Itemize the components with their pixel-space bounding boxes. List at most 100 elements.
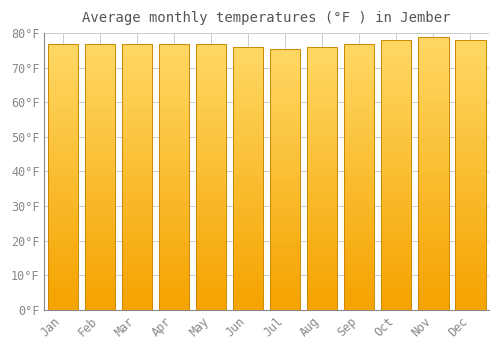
Bar (270, 143, 300, 148)
Bar (159, 225, 190, 230)
Bar (159, 272, 190, 278)
Bar (85, 161, 115, 166)
Bar (381, 250, 412, 256)
Bar (344, 283, 374, 288)
Bar (344, 76, 374, 81)
Bar (196, 49, 226, 54)
Bar (122, 235, 152, 240)
Bar (233, 142, 264, 147)
Bar (418, 293, 448, 299)
Bar (122, 203, 152, 209)
Bar (85, 86, 115, 91)
Bar (233, 299, 264, 304)
Bar (85, 294, 115, 299)
Bar (270, 179, 300, 184)
Bar (270, 148, 300, 153)
Bar (418, 75, 448, 80)
Bar (381, 40, 412, 310)
Bar (381, 304, 412, 310)
Bar (270, 127, 300, 132)
Bar (159, 203, 190, 209)
Bar (48, 161, 78, 166)
Bar (344, 257, 374, 262)
Bar (455, 207, 486, 213)
Bar (233, 100, 264, 105)
Bar (270, 268, 300, 273)
Bar (122, 139, 152, 145)
Bar (159, 97, 190, 102)
Bar (196, 267, 226, 272)
Bar (344, 65, 374, 70)
Bar (233, 136, 264, 142)
Bar (344, 172, 374, 177)
Bar (455, 213, 486, 218)
Bar (48, 150, 78, 155)
Bar (344, 299, 374, 304)
Bar (48, 219, 78, 225)
Bar (455, 153, 486, 159)
Bar (196, 187, 226, 192)
Bar (344, 251, 374, 257)
Bar (233, 294, 264, 299)
Bar (233, 268, 264, 273)
Bar (159, 214, 190, 219)
Bar (233, 163, 264, 168)
Bar (159, 219, 190, 225)
Bar (381, 196, 412, 202)
Bar (344, 49, 374, 54)
Bar (48, 283, 78, 288)
Bar (270, 96, 300, 101)
Bar (381, 288, 412, 294)
Bar (381, 213, 412, 218)
Bar (307, 289, 338, 294)
Bar (381, 105, 412, 110)
Bar (270, 190, 300, 195)
Bar (122, 272, 152, 278)
Bar (85, 166, 115, 172)
Bar (418, 162, 448, 168)
Bar (48, 198, 78, 203)
Bar (270, 263, 300, 268)
Bar (418, 53, 448, 58)
Bar (307, 121, 338, 126)
Bar (418, 97, 448, 102)
Bar (270, 101, 300, 106)
Bar (233, 47, 264, 52)
Bar (122, 129, 152, 134)
Bar (122, 102, 152, 107)
Bar (344, 118, 374, 124)
Bar (270, 258, 300, 263)
Bar (270, 284, 300, 289)
Bar (455, 164, 486, 169)
Bar (381, 110, 412, 116)
Bar (418, 69, 448, 75)
Bar (48, 44, 78, 49)
Bar (85, 44, 115, 49)
Bar (344, 44, 374, 49)
Bar (122, 150, 152, 155)
Bar (196, 150, 226, 155)
Bar (159, 70, 190, 76)
Bar (122, 81, 152, 86)
Bar (344, 182, 374, 187)
Bar (196, 91, 226, 97)
Bar (196, 76, 226, 81)
Bar (159, 177, 190, 182)
Bar (85, 209, 115, 214)
Bar (159, 107, 190, 113)
Bar (270, 132, 300, 138)
Bar (381, 299, 412, 304)
Bar (122, 54, 152, 60)
Bar (307, 189, 338, 194)
Bar (270, 117, 300, 122)
Bar (85, 60, 115, 65)
Bar (233, 284, 264, 289)
Bar (122, 230, 152, 235)
Bar (307, 84, 338, 89)
Bar (196, 145, 226, 150)
Bar (233, 73, 264, 78)
Bar (122, 304, 152, 310)
Bar (85, 225, 115, 230)
Bar (270, 231, 300, 237)
Bar (85, 139, 115, 145)
